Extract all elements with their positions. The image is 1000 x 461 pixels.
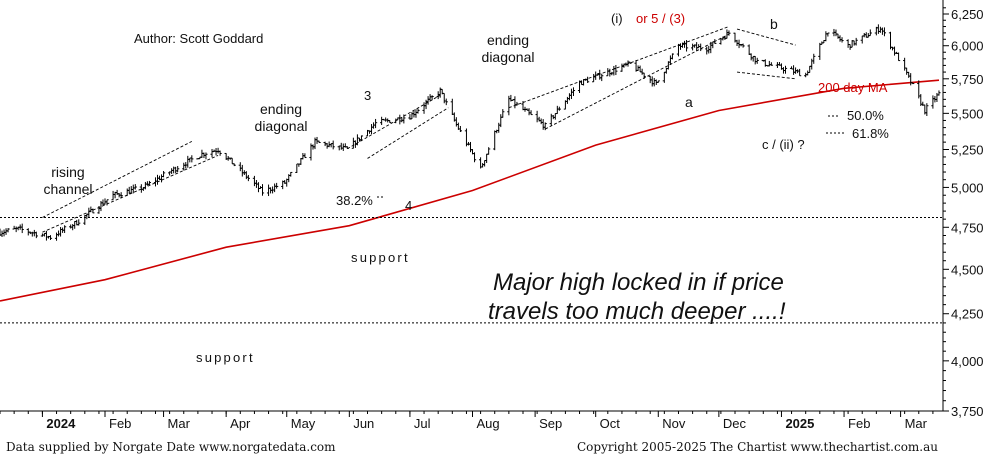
commentary-line-2: travels too much deeper ....! <box>488 298 786 325</box>
ending-diagonal-1-line1: ending <box>260 101 302 117</box>
channel-line <box>736 28 796 46</box>
wave-3-label: 3 <box>364 88 371 103</box>
x-tick-label: Nov <box>662 416 686 431</box>
channel-line <box>736 71 796 80</box>
fib-50-label: 50.0% <box>847 108 884 123</box>
channel-line <box>367 107 449 159</box>
x-tick-label: Mar <box>168 416 191 431</box>
footer: Data supplied by Norgate Date www.norgat… <box>0 436 1000 461</box>
x-tick-label: May <box>291 416 316 431</box>
y-tick-label: 4,250 <box>951 307 984 322</box>
y-tick-label: 5,750 <box>951 72 984 87</box>
channel-line <box>508 26 730 109</box>
wave-i-label: (i) <box>611 11 623 26</box>
x-tick-label: Feb <box>109 416 131 431</box>
rising-channel-label: rising <box>51 164 84 180</box>
support-upper-label: support <box>351 250 410 265</box>
moving-average-layer <box>0 79 940 302</box>
author-label: Author: Scott Goddard <box>134 31 263 46</box>
x-tick-label: Jun <box>353 416 374 431</box>
footer-data-source: Data supplied by Norgate Date www.norgat… <box>6 440 336 454</box>
channel-line <box>42 155 219 233</box>
fib-618-label: 61.8% <box>852 126 889 141</box>
wave-4-label: 4 <box>405 198 412 213</box>
x-tick-label: Dec <box>723 416 747 431</box>
x-tick-label: Aug <box>477 416 500 431</box>
ma-200-line <box>0 79 940 302</box>
wave-5-3-label: or 5 / (3) <box>636 11 685 26</box>
commentary-line-1: Major high locked in if price <box>493 269 784 296</box>
ma-200-label: 200 day MA <box>818 80 888 95</box>
wave-a-label: a <box>685 94 693 110</box>
channel-layer <box>42 26 796 233</box>
x-tick-label: 2024 <box>46 416 76 431</box>
rising-channel-label-2: channel <box>43 181 92 197</box>
x-tick-label: Apr <box>230 416 251 431</box>
axis-layer: 6,250 6,000 5,750 5,500 5,250 5,000 4,750 4,500… <box>0 0 984 431</box>
x-tick-label: Sep <box>539 416 562 431</box>
y-tick-label: 3,750 <box>951 404 984 419</box>
y-tick-label: 4,750 <box>951 220 984 235</box>
ending-diagonal-2-line1: ending <box>487 32 529 48</box>
channel-line <box>347 94 441 150</box>
x-tick-label: 2025 <box>785 416 814 431</box>
channel-line <box>544 33 730 130</box>
footer-copyright: Copyright 2005-2025 The Chartist www.the… <box>576 440 938 454</box>
x-tick-label: Mar <box>905 416 928 431</box>
wave-b-label: b <box>770 16 778 32</box>
annotation-layer: Author: Scott Goddard rising channel end… <box>43 11 889 365</box>
channel-line <box>42 141 193 218</box>
y-tick-label: 5,500 <box>951 106 984 121</box>
y-tick-label: 4,500 <box>951 262 984 277</box>
price-bars-layer <box>0 24 941 241</box>
y-tick-label: 6,250 <box>951 7 984 22</box>
x-tick-label: Jul <box>414 416 431 431</box>
y-tick-label: 5,000 <box>951 180 984 195</box>
y-tick-label: 5,250 <box>951 143 984 158</box>
x-tick-label: Oct <box>600 416 621 431</box>
ending-diagonal-2-line2: diagonal <box>482 49 535 65</box>
x-tick-label: Feb <box>848 416 870 431</box>
y-tick-label: 4,000 <box>951 354 984 369</box>
ending-diagonal-1-line2: diagonal <box>255 118 308 134</box>
wave-c-ii-label: c / (ii) ? <box>762 137 805 152</box>
fib-382-label: 38.2% <box>336 193 373 208</box>
support-lower-label: support <box>196 350 255 365</box>
y-tick-label: 6,000 <box>951 39 984 54</box>
support-layer <box>0 217 943 324</box>
